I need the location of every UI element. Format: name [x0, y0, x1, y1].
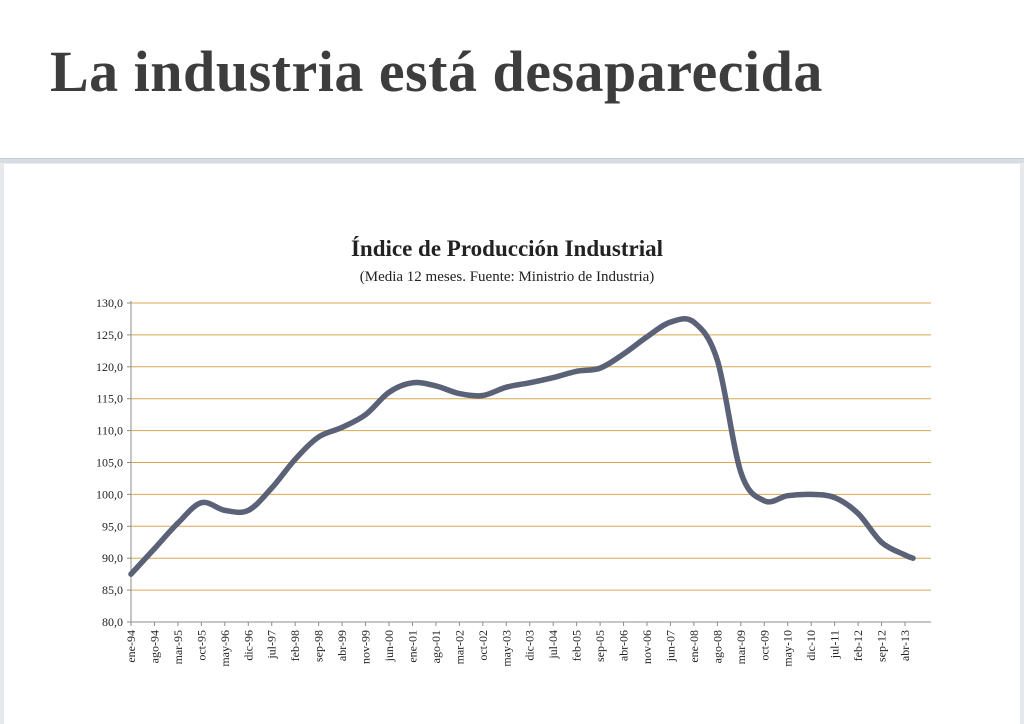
data-point [738, 469, 744, 475]
data-point [245, 507, 251, 513]
data-point [292, 456, 298, 462]
x-tick-label: ene-01 [405, 630, 419, 663]
y-tick-label: 105,0 [96, 456, 123, 470]
data-point [808, 491, 814, 497]
data-point [878, 539, 885, 545]
data-point [644, 334, 650, 340]
y-axis-tick-labels: 80,0 85,0 90,0 95,0 100,0 105,0 110,0 115,0 120,… [96, 296, 123, 629]
chart-gridlines [131, 302, 931, 591]
data-point [714, 357, 721, 363]
data-point [550, 375, 556, 381]
x-tick-label: feb-05 [570, 630, 584, 661]
x-tick-label: feb-12 [851, 630, 865, 661]
x-tick-label: jun-07 [663, 630, 677, 662]
data-point [409, 380, 416, 386]
data-point [910, 555, 916, 561]
data-point [269, 485, 275, 491]
header-divider [0, 158, 1024, 164]
line-chart: Índice de Producción Industrial (Media 1… [96, 236, 931, 667]
x-tick-label: sep-05 [593, 630, 607, 662]
y-tick-label: 80,0 [102, 615, 123, 629]
x-tick-label: jul-04 [546, 630, 560, 660]
slide-frame-right [1020, 0, 1024, 724]
x-tick-label: oct-02 [476, 630, 490, 661]
data-point [198, 500, 204, 506]
data-point [855, 510, 861, 517]
data-point [785, 493, 791, 499]
y-tick-label: 125,0 [96, 328, 123, 342]
x-tick-label: feb-98 [288, 630, 302, 661]
x-tick-label: mar-95 [171, 630, 185, 664]
data-point [433, 383, 439, 389]
data-point [667, 319, 674, 325]
x-axis-tick-labels: ene-94 ago-94 mar-95 oct-95 may-96 dic-96 jul-… [124, 630, 912, 667]
x-tick-label: ago-08 [710, 630, 724, 663]
x-tick-label: may-03 [499, 630, 513, 667]
series-line [128, 315, 916, 577]
x-tick-label: ago-94 [147, 630, 161, 663]
data-point [527, 380, 533, 386]
x-tick-label: ago-01 [429, 630, 443, 663]
x-tick-label: dic-03 [523, 630, 537, 661]
data-point [151, 546, 158, 552]
y-tick-label: 90,0 [102, 551, 123, 565]
x-tick-label: abr-99 [335, 630, 349, 661]
x-tick-label: abr-06 [617, 630, 631, 661]
x-tick-label: sep-98 [312, 630, 326, 662]
x-tick-label: jul-11 [828, 630, 842, 659]
x-tick-label: nov-99 [359, 630, 373, 664]
data-point [620, 351, 627, 357]
data-point [456, 391, 462, 397]
data-point [832, 495, 838, 501]
y-tick-label: 115,0 [96, 392, 123, 406]
y-tick-label: 110,0 [96, 424, 123, 438]
x-tick-label: oct-95 [194, 630, 208, 661]
x-tick-label: jun-00 [382, 630, 396, 662]
y-tick-label: 100,0 [96, 487, 123, 501]
y-tick-label: 85,0 [102, 583, 123, 597]
data-point [902, 552, 908, 558]
x-tick-label: nov-06 [640, 630, 654, 664]
x-tick-label: sep-12 [875, 630, 889, 662]
chart-subtitle: (Media 12 meses. Fuente: Ministrio de In… [360, 269, 655, 285]
x-tick-label: may-96 [218, 630, 232, 667]
data-point [480, 392, 486, 399]
chart-axes [127, 301, 931, 626]
data-point [597, 365, 603, 371]
data-point [761, 498, 767, 504]
y-tick-label: 130,0 [96, 296, 123, 310]
y-tick-label: 120,0 [96, 360, 123, 374]
data-point [175, 520, 181, 526]
data-point [128, 571, 134, 577]
slide-title: La industria está desaparecida [50, 39, 823, 104]
slide-header: La industria está desaparecida [0, 0, 1024, 160]
data-point [386, 389, 392, 395]
data-point [362, 412, 369, 418]
x-tick-label: may-10 [781, 630, 795, 667]
x-tick-label: ene-94 [124, 630, 138, 663]
x-tick-label: dic-96 [241, 630, 255, 661]
data-point [339, 424, 345, 430]
x-tick-label: mar-09 [734, 630, 748, 664]
x-tick-label: abr-13 [898, 630, 912, 661]
x-tick-label: ene-08 [687, 630, 701, 663]
y-tick-label: 95,0 [102, 519, 123, 533]
data-point [574, 368, 580, 374]
x-tick-label: mar-02 [452, 630, 466, 664]
chart-title: Índice de Producción Industrial [351, 236, 663, 261]
data-point [316, 434, 322, 440]
data-point [691, 319, 697, 325]
data-point [222, 507, 228, 513]
slide-frame-left [0, 0, 4, 724]
x-tick-label: jul-97 [265, 630, 279, 660]
data-point [503, 384, 509, 390]
x-tick-label: oct-09 [757, 630, 771, 661]
chart-series [128, 315, 916, 577]
x-tick-label: dic-10 [804, 630, 818, 661]
